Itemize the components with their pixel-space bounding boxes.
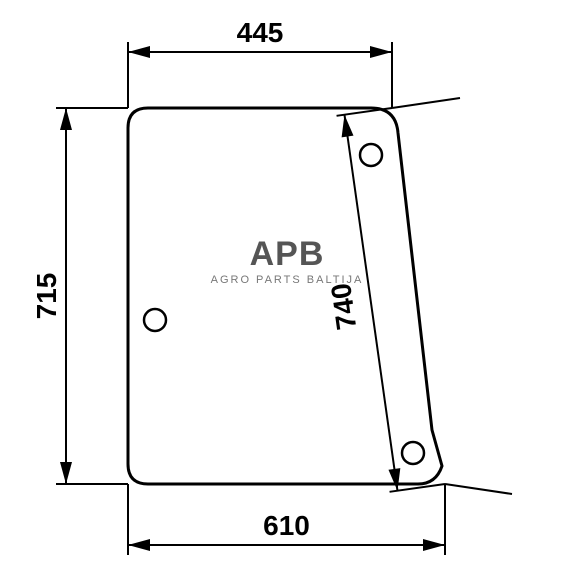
- dimension-top: 445: [128, 17, 392, 108]
- dimension: 715: [31, 108, 128, 484]
- dimension: 740: [325, 98, 512, 494]
- part-outline: [128, 108, 442, 484]
- dimensions: 445 610 715 740: [31, 17, 512, 555]
- dimension-label: 740: [325, 281, 362, 332]
- mounting-holes: [144, 144, 424, 464]
- dimension-label: 445: [237, 17, 284, 48]
- technical-drawing: APB AGRO PARTS BALTIJA 445 610 715 740: [0, 0, 575, 575]
- dimension-label: 715: [31, 273, 62, 320]
- dimension-bottom: 610: [128, 484, 445, 555]
- hole: [402, 442, 424, 464]
- hole: [360, 144, 382, 166]
- logo-title: APB: [250, 235, 325, 273]
- hole: [144, 309, 166, 331]
- watermark-logo: APB AGRO PARTS BALTIJA: [211, 235, 364, 286]
- dimension-label: 610: [263, 510, 310, 541]
